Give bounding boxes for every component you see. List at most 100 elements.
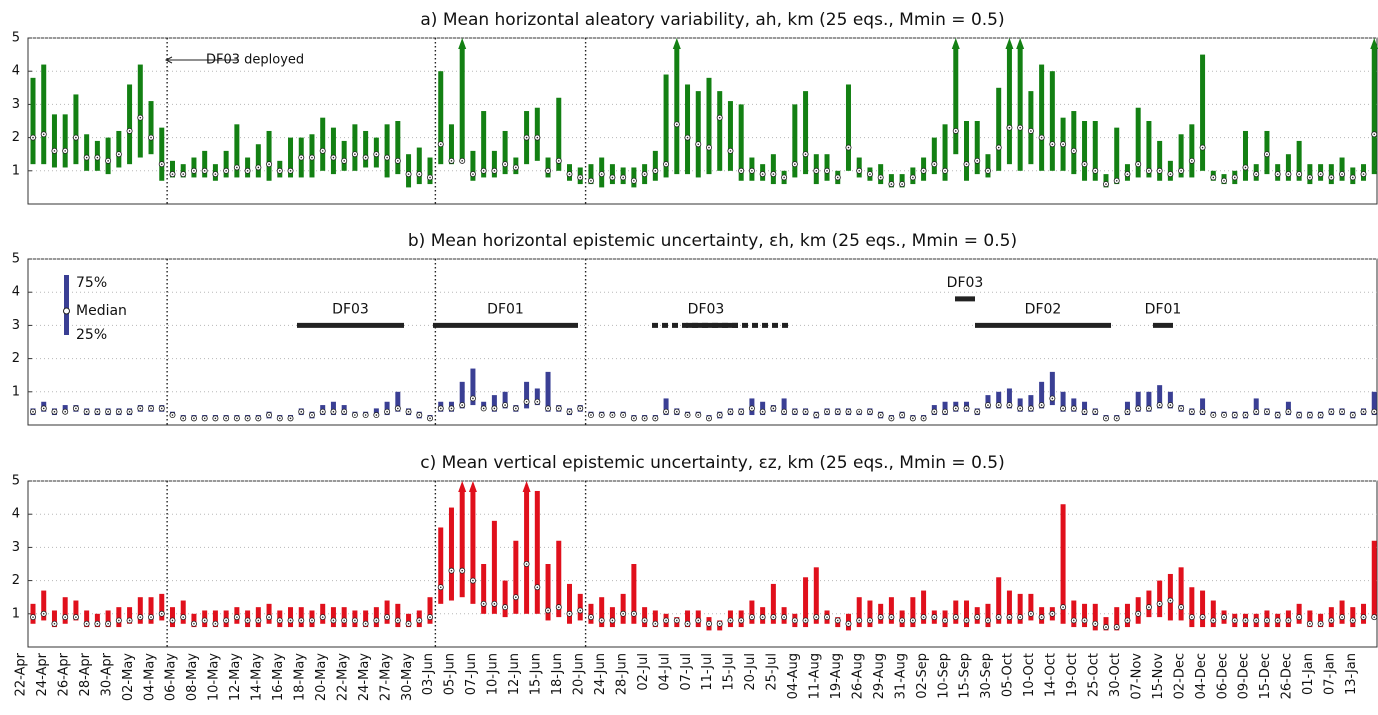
range-bar [363, 130, 369, 168]
range-bar [899, 174, 905, 188]
median-dot [493, 407, 496, 410]
range-bar [384, 401, 390, 416]
range-bar [266, 130, 272, 181]
x-tick-label: 12-Jun [507, 653, 522, 695]
range-bar [191, 157, 197, 178]
median-dot [1309, 176, 1311, 179]
median-dot [1148, 170, 1150, 172]
median-dot [386, 410, 388, 413]
median-dot [493, 170, 496, 172]
range-bar [137, 64, 143, 158]
median-dot [203, 170, 206, 172]
median-dot [139, 616, 142, 618]
median-dot [407, 622, 410, 625]
median-dot [1212, 619, 1215, 622]
x-tick-label: 31-Aug [893, 653, 908, 699]
annotation: DF03 deployed [206, 53, 304, 68]
median-dot [965, 619, 968, 622]
median-dot [1137, 613, 1139, 615]
median-dot [761, 173, 764, 175]
median-dot [536, 136, 539, 139]
median-dot [42, 133, 45, 136]
median-dot [246, 417, 249, 420]
median-dot [815, 414, 818, 416]
range-bar [1082, 121, 1088, 181]
median-dot [933, 410, 936, 413]
median-dot [1276, 173, 1279, 175]
y-tick-label: 3 [12, 318, 20, 333]
x-tick-label: 02-Sep [915, 653, 930, 699]
median-dot [1008, 404, 1011, 406]
range-bar [1092, 603, 1098, 631]
median-dot [933, 616, 936, 618]
median-dot [407, 410, 410, 413]
median-dot [96, 156, 99, 159]
median-dot [515, 166, 517, 169]
y-tick-label: 5 [12, 31, 20, 46]
median-dot [364, 156, 367, 159]
x-tick-label: 10-Jun [486, 653, 501, 695]
median-dot [718, 414, 721, 416]
range-bar [642, 607, 648, 628]
median-dot [1148, 407, 1150, 410]
period-label: DF01 [1145, 301, 1182, 317]
x-tick-label: 13-Jan [1344, 653, 1359, 695]
range-bar [1307, 164, 1313, 185]
median-dot [214, 622, 217, 625]
range-bar [1114, 127, 1120, 185]
median-dot [729, 410, 732, 413]
range-bar [180, 164, 186, 178]
median-dot [1105, 417, 1107, 420]
median-dot [1062, 606, 1064, 608]
range-bar [491, 520, 497, 614]
range-bar [985, 154, 991, 178]
overflow-arrow [672, 38, 681, 49]
x-tick-label: 19-Oct [1065, 653, 1080, 697]
range-bar [159, 127, 165, 181]
range-bar [502, 580, 508, 618]
x-tick-label: 28-Jun [614, 653, 629, 695]
x-tick-label: 10-Oct [1022, 653, 1037, 697]
median-dot [1083, 410, 1086, 413]
range-bar [588, 164, 594, 185]
median-dot [278, 417, 281, 420]
median-dot [1266, 153, 1268, 155]
median-dot [300, 619, 303, 622]
median-dot [257, 166, 260, 169]
median-dot [1255, 173, 1258, 175]
median-dot [1244, 414, 1247, 416]
median-dot [1233, 414, 1236, 416]
range-bar [169, 160, 175, 178]
median-dot [922, 170, 925, 172]
median-dot [633, 613, 635, 615]
range-bar [524, 491, 530, 614]
range-bar [1339, 600, 1345, 624]
range-bar [996, 391, 1002, 409]
median-dot [482, 170, 485, 172]
x-tick-label: 11-Aug [808, 653, 823, 699]
range-bar [652, 150, 658, 181]
range-bar [502, 391, 508, 409]
median-dot [182, 616, 185, 618]
y-tick-label: 1 [12, 384, 20, 399]
median-dot [783, 176, 785, 179]
median-dot [418, 173, 421, 175]
period-label: DF03 [947, 275, 984, 291]
median-dot [729, 150, 732, 152]
median-dot [193, 417, 195, 420]
x-tick-label: 29-Aug [872, 653, 887, 699]
range-bar [1296, 140, 1302, 181]
median-dot [332, 156, 335, 159]
median-dot [193, 622, 195, 625]
range-bar [1124, 603, 1130, 628]
median-dot [482, 603, 485, 605]
median-dot [461, 404, 464, 406]
median-dot [504, 163, 506, 165]
median-dot [1351, 619, 1354, 622]
range-bar [931, 137, 937, 175]
range-bar [545, 157, 551, 178]
range-bar [373, 408, 379, 416]
x-tick-label: 01-Jan [1301, 653, 1316, 695]
x-tick-label: 11-Jul [700, 653, 715, 691]
range-bar [481, 401, 487, 409]
